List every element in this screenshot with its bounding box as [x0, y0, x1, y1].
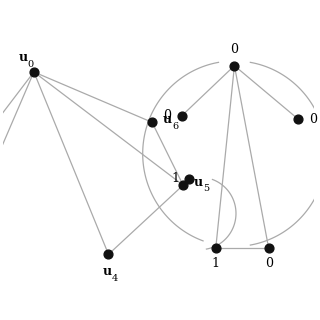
Point [106, 252, 111, 257]
Point [296, 116, 301, 122]
Point [187, 176, 192, 181]
Text: u: u [19, 51, 28, 64]
Text: 0: 0 [230, 44, 238, 56]
Point [232, 63, 237, 68]
Text: 0: 0 [265, 257, 273, 270]
Text: 6: 6 [172, 122, 179, 131]
Text: 5: 5 [204, 184, 210, 193]
Text: 1: 1 [212, 257, 220, 270]
Point [31, 69, 36, 75]
Text: u: u [163, 113, 172, 126]
Point [266, 245, 271, 251]
Text: 0: 0 [164, 109, 172, 123]
Point [149, 120, 155, 125]
Text: u: u [102, 265, 111, 278]
Text: 4: 4 [112, 274, 118, 283]
Point [179, 113, 184, 118]
Text: 1: 1 [171, 172, 179, 185]
Point [180, 183, 186, 188]
Text: 0: 0 [309, 113, 317, 126]
Point [213, 245, 218, 251]
Text: 0: 0 [28, 60, 34, 69]
Text: u: u [194, 175, 203, 188]
